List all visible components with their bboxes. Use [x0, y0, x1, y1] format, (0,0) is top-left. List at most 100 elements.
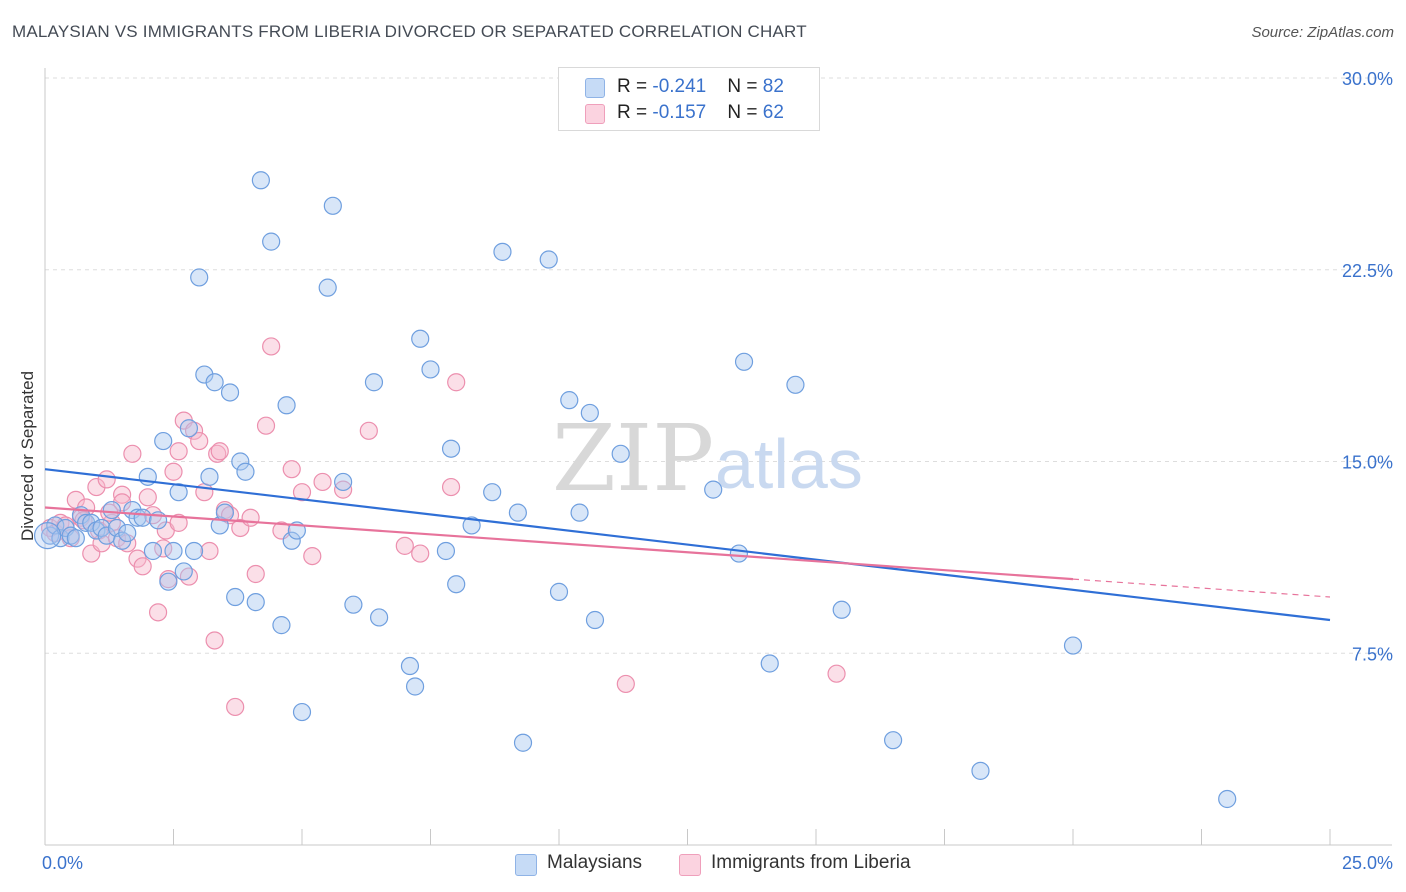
data-point-malaysian	[400, 656, 420, 676]
data-point-malaysian	[549, 582, 569, 601]
data-point-malaysian	[462, 516, 481, 535]
data-point-malaysian	[143, 541, 163, 561]
data-point-malaysian	[483, 483, 502, 502]
data-point-malaysian	[66, 529, 85, 548]
data-point-liberia	[184, 421, 204, 440]
data-point-malaysian	[539, 250, 558, 269]
watermark-zip: ZIP	[552, 405, 714, 512]
data-point-malaysian	[1063, 636, 1083, 655]
y-axis-label: Divorced or Separated	[18, 370, 37, 542]
correlation-legend: R = -0.241 N = 82 R = -0.157 N = 62	[558, 67, 820, 131]
legend-n-value: 62	[762, 102, 784, 123]
data-point-liberia	[441, 477, 461, 497]
data-point-malaysian	[159, 572, 178, 591]
data-point-malaysian	[102, 500, 121, 520]
data-point-malaysian	[513, 733, 533, 752]
data-point-malaysian	[411, 329, 430, 348]
data-point-liberia	[827, 664, 846, 683]
data-point-liberia	[148, 603, 168, 622]
data-point-liberia	[138, 488, 157, 507]
gridlines	[45, 77, 1392, 654]
data-point-malaysian	[272, 616, 291, 635]
legend-n-label: N =	[727, 102, 763, 123]
y-tick-label: 22.5%	[1342, 261, 1393, 281]
legend-swatch-pink	[585, 104, 605, 124]
data-point-malaysian	[133, 508, 152, 527]
watermark-atlas: atlas	[715, 425, 863, 503]
legend-r-label: R =	[617, 76, 653, 97]
data-point-malaysian	[246, 593, 265, 612]
data-point-liberia	[123, 444, 142, 463]
data-point-malaysian	[184, 541, 204, 561]
trend-line-malaysians	[44, 468, 1331, 622]
watermark: ZIP atlas	[552, 405, 863, 512]
data-point-malaysian	[277, 396, 296, 415]
y-tick-label: 15.0%	[1342, 453, 1393, 473]
data-point-liberia	[200, 541, 219, 561]
data-point-malaysian	[734, 352, 754, 371]
data-point-malaysian	[883, 731, 903, 750]
data-point-liberia	[112, 493, 132, 512]
data-point-liberia	[169, 513, 188, 532]
data-point-liberia	[411, 544, 430, 563]
data-point-liberia	[303, 546, 322, 566]
data-point-malaysian	[832, 600, 851, 619]
data-point-liberia	[334, 480, 353, 499]
legend-label: Malaysians	[547, 852, 643, 873]
data-point-liberia	[359, 421, 378, 440]
legend-label: Immigrants from Liberia	[711, 852, 911, 873]
tick-labels: 7.5% 15.0% 22.5% 30.0% 0.0% 25.0%	[42, 69, 1393, 873]
data-point-liberia	[118, 534, 137, 553]
data-point-malaysian	[580, 403, 599, 423]
data-point-malaysian	[226, 587, 245, 607]
data-point-liberia	[616, 674, 635, 694]
data-point-liberia	[241, 508, 260, 527]
data-point-malaysian	[971, 761, 990, 780]
y-tick-label: 30.0%	[1342, 69, 1393, 89]
data-point-malaysian	[760, 654, 779, 673]
data-point-liberia	[395, 536, 414, 555]
data-point-liberia	[112, 485, 132, 504]
data-point-malaysian	[205, 373, 224, 392]
legend-swatch-blue	[585, 78, 605, 98]
axes	[44, 68, 1392, 846]
trend-lines	[44, 468, 1331, 622]
y-tick-label: 7.5%	[1352, 644, 1393, 664]
data-point-malaysian	[179, 419, 199, 438]
data-point-malaysian	[508, 503, 527, 522]
chart-title: MALAYSIAN VS IMMIGRANTS FROM LIBERIA DIV…	[12, 22, 807, 41]
data-point-malaysian	[441, 439, 461, 458]
trend-line-liberia	[44, 506, 1074, 581]
legend-r-label: R =	[617, 102, 653, 123]
data-point-malaysian	[704, 480, 723, 499]
legend-swatch-blue	[515, 854, 537, 876]
legend-n-value: 82	[762, 76, 784, 97]
data-point-malaysian	[405, 677, 425, 696]
data-point-malaysian	[164, 541, 183, 561]
data-point-malaysian	[190, 268, 209, 287]
data-point-malaysian	[421, 360, 440, 379]
data-point-liberia	[246, 564, 265, 584]
data-point-liberia	[313, 472, 332, 492]
data-point-malaysian	[786, 375, 805, 394]
legend-n-label: N =	[727, 76, 763, 97]
data-point-malaysian	[118, 523, 137, 543]
data-point-malaysian	[169, 483, 188, 502]
source-label: Source: ZipAtlas.com	[1251, 24, 1394, 41]
data-point-liberia	[179, 567, 199, 586]
data-point-liberia	[133, 557, 152, 576]
data-point-malaysian	[560, 391, 579, 410]
trend-line-liberia-extrapolated	[1072, 578, 1331, 598]
data-point-malaysian	[344, 595, 363, 614]
data-point-malaysian	[200, 467, 219, 486]
data-point-malaysian	[174, 562, 193, 581]
data-point-malaysian	[447, 575, 466, 594]
data-point-liberia	[226, 697, 245, 717]
data-point-malaysian	[1218, 789, 1237, 809]
data-point-malaysian	[154, 431, 173, 451]
data-point-liberia	[205, 631, 224, 650]
data-point-liberia	[97, 470, 116, 489]
data-point-malaysian	[611, 444, 630, 463]
data-point-malaysian	[61, 526, 80, 545]
